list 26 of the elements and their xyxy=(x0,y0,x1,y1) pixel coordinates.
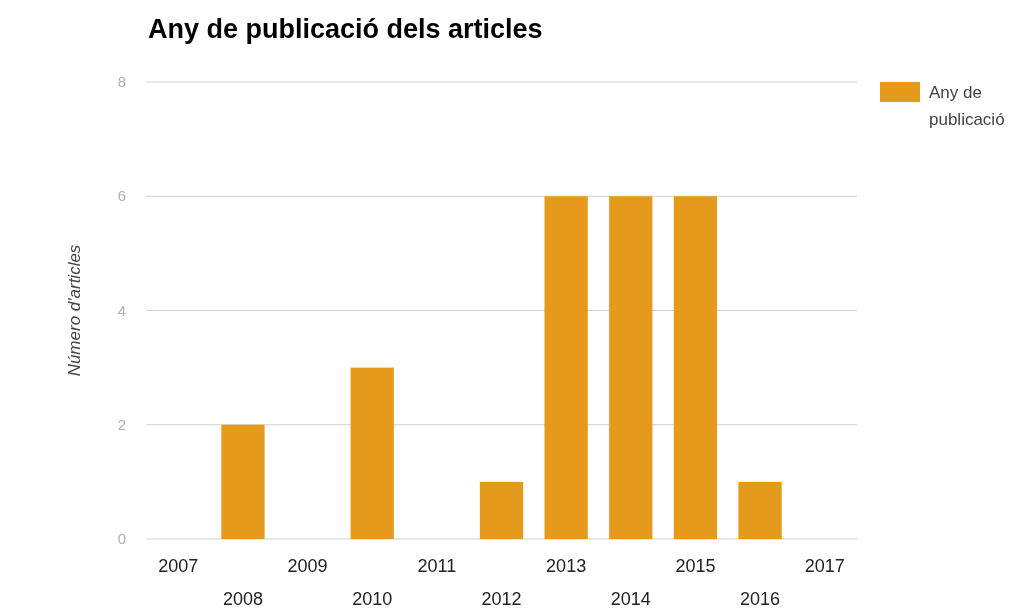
x-tick-label: 2009 xyxy=(287,556,328,576)
x-tick-label: 2015 xyxy=(675,556,716,576)
bar xyxy=(221,424,265,539)
bar xyxy=(673,196,718,539)
legend-label: Any de publicació xyxy=(929,83,1005,129)
x-tick-label: 2010 xyxy=(352,589,393,609)
x-tick-label: 2007 xyxy=(158,556,199,576)
bar xyxy=(350,367,394,539)
x-tick-label: 2013 xyxy=(546,556,587,576)
bar xyxy=(544,196,588,539)
x-tick-label: 2014 xyxy=(610,589,651,609)
y-axis-title: Número d'articles xyxy=(65,244,84,377)
x-tick-label: 2008 xyxy=(222,589,263,609)
x-tick-label: 2011 xyxy=(417,556,457,576)
x-tick-label: 2017 xyxy=(804,556,845,576)
y-tick-label: 4 xyxy=(117,301,126,319)
bar xyxy=(609,196,653,539)
bar xyxy=(479,481,524,539)
chart-title: Any de publicació dels articles xyxy=(148,14,543,44)
x-tick-label: 2012 xyxy=(481,589,522,609)
bar xyxy=(738,481,782,539)
y-tick-label: 6 xyxy=(117,187,126,205)
y-tick-label: 2 xyxy=(117,415,126,433)
y-tick-label: 0 xyxy=(117,530,126,547)
y-tick-label: 8 xyxy=(117,73,126,90)
x-tick-label: 2016 xyxy=(740,589,781,609)
